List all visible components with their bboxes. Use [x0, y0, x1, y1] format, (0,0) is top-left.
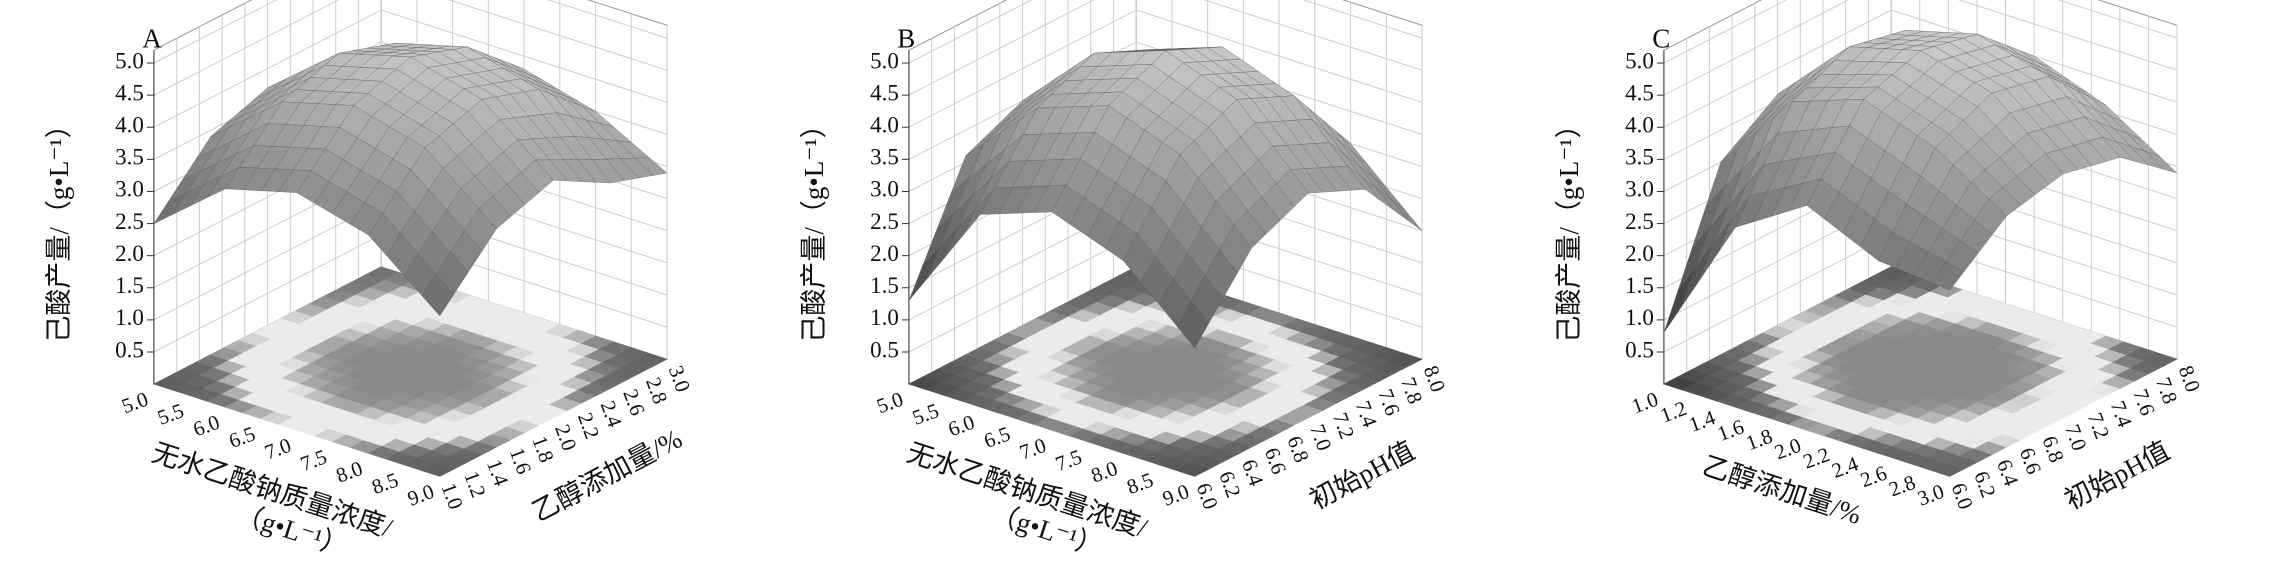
x-tick-label: 8.0	[1088, 456, 1121, 488]
z-axis-title: 己酸产量/（g•L⁻¹）	[44, 111, 74, 342]
x-tick-label: 1.0	[1628, 387, 1661, 419]
z-tick-label: 3.0	[115, 177, 144, 202]
surface-patch	[421, 273, 455, 317]
z-tick-label: 5.0	[1625, 48, 1654, 73]
x-tick-label: 9.0	[1159, 479, 1192, 511]
panel-label: C	[1652, 23, 1670, 53]
z-tick-label: 4.5	[1625, 80, 1654, 105]
grid-line	[908, 0, 1423, 96]
z-tick-label: 1.0	[115, 305, 144, 330]
z-tick-label: 0.5	[115, 337, 144, 362]
z-axis-title: 己酸产量/（g•L⁻¹）	[1554, 111, 1584, 342]
z-tick-label: 3.0	[1625, 177, 1654, 202]
z-tick-label: 2.5	[1625, 209, 1654, 234]
x-tick-label: 2.4	[1829, 451, 1862, 483]
x-tick-label: 6.5	[226, 421, 259, 453]
floor-contour	[1389, 353, 1423, 367]
grid-line	[908, 0, 1423, 64]
x-tick-label: 1.4	[1686, 405, 1719, 437]
x-tick-label: 9.0	[404, 479, 437, 511]
x-tick-label: 5.5	[154, 398, 187, 430]
z-tick-label: 5.0	[870, 48, 899, 73]
floor-contour	[634, 353, 668, 367]
z-tick-label: 2.0	[115, 241, 144, 266]
x-tick-label: 5.5	[909, 398, 942, 430]
x-tick-label: 7.5	[297, 444, 330, 476]
x-tick-label: 2.0	[1771, 433, 1804, 465]
surface-patch	[1176, 300, 1210, 349]
z-tick-label: 1.5	[115, 273, 144, 298]
surface-chart: 0.51.01.52.02.53.03.54.04.55.05.0 5.5 6.0 6…	[44, 0, 695, 561]
z-tick-label: 2.5	[115, 209, 144, 234]
z-tick-label: 4.5	[115, 80, 144, 105]
x-tick-label: 3.0	[1914, 479, 1947, 511]
z-tick-label: 4.0	[115, 113, 144, 138]
z-tick-label: 3.5	[115, 145, 144, 170]
z-tick-label: 4.5	[870, 80, 899, 105]
z-tick-label: 1.5	[1625, 273, 1654, 298]
z-tick-label: 2.0	[870, 241, 899, 266]
surface-patch	[1931, 261, 1965, 291]
x-tick-label: 7.0	[261, 433, 294, 465]
panel-label: A	[142, 23, 162, 53]
z-tick-label: 4.0	[870, 113, 899, 138]
panel-label: B	[897, 23, 915, 53]
x-tick-label: 2.2	[1800, 442, 1833, 474]
grid-line	[1663, 0, 2178, 96]
x-tick-label: 7.5	[1052, 444, 1085, 476]
grid-line	[153, 0, 668, 96]
grid-line	[1663, 0, 2178, 64]
x-tick-label: 2.8	[1886, 470, 1919, 502]
x-tick-label: 6.5	[981, 421, 1014, 453]
z-tick-label: 3.0	[870, 177, 899, 202]
x-tick-label: 6.0	[190, 410, 223, 442]
x-tick-label: 6.0	[945, 410, 978, 442]
grid-line	[153, 0, 668, 64]
x-tick-label: 1.8	[1743, 424, 1776, 456]
x-tick-label: 8.5	[1124, 468, 1157, 500]
z-tick-label: 4.0	[1625, 113, 1654, 138]
x-tick-label: 1.6	[1714, 414, 1747, 446]
z-tick-label: 0.5	[1625, 337, 1654, 362]
z-axis-title: 己酸产量/（g•L⁻¹）	[799, 111, 829, 342]
z-tick-label: 1.0	[870, 305, 899, 330]
surface-chart: 0.51.01.52.02.53.03.54.04.55.01.01.21.41…	[1554, 0, 2205, 530]
x-tick-label: 2.6	[1857, 461, 1890, 493]
x-tick-label: 5.0	[873, 387, 906, 419]
z-tick-label: 5.0	[115, 48, 144, 73]
x-tick-label: 1.2	[1657, 396, 1690, 428]
floor-contour	[2144, 353, 2178, 367]
x-tick-label: 5.0	[118, 387, 151, 419]
z-tick-label: 2.0	[1625, 241, 1654, 266]
x-tick-label: 8.5	[369, 468, 402, 500]
z-tick-label: 3.5	[1625, 145, 1654, 170]
x-tick-label: 7.0	[1016, 433, 1049, 465]
z-tick-label: 0.5	[870, 337, 899, 362]
z-tick-label: 3.5	[870, 145, 899, 170]
z-tick-label: 2.5	[870, 209, 899, 234]
surface-chart: 0.51.01.52.02.53.03.54.04.55.05.0 5.5 6.0 6…	[799, 0, 1450, 561]
z-tick-label: 1.0	[1625, 305, 1654, 330]
z-tick-label: 1.5	[870, 273, 899, 298]
x-tick-label: 8.0	[333, 456, 366, 488]
